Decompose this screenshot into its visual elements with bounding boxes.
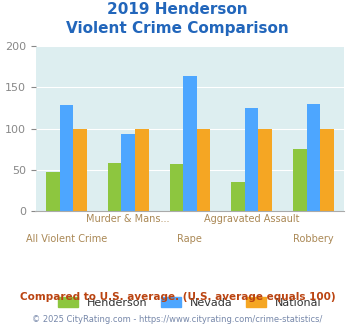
Text: Murder & Mans...: Murder & Mans... [86,214,170,224]
Bar [183,76,197,211]
Bar [121,134,135,211]
Text: Compared to U.S. average. (U.S. average equals 100): Compared to U.S. average. (U.S. average … [20,292,335,302]
Bar [170,164,183,211]
Bar [231,182,245,211]
Text: All Violent Crime: All Violent Crime [26,234,107,244]
Text: Violent Crime Comparison: Violent Crime Comparison [66,21,289,36]
Text: Aggravated Assault: Aggravated Assault [204,214,300,224]
Bar [320,129,334,211]
Bar [245,108,258,211]
Bar [307,104,320,211]
Bar [197,129,210,211]
Bar [60,105,73,211]
Bar [135,129,148,211]
Text: Robbery: Robbery [293,234,334,244]
Legend: Henderson, Nevada, National: Henderson, Nevada, National [58,297,322,308]
Text: © 2025 CityRating.com - https://www.cityrating.com/crime-statistics/: © 2025 CityRating.com - https://www.city… [32,315,323,324]
Bar [258,129,272,211]
Bar [108,163,121,211]
Text: 2019 Henderson: 2019 Henderson [107,2,248,16]
Bar [293,149,307,211]
Bar [73,129,87,211]
Bar [46,172,60,211]
Text: Rape: Rape [178,234,202,244]
